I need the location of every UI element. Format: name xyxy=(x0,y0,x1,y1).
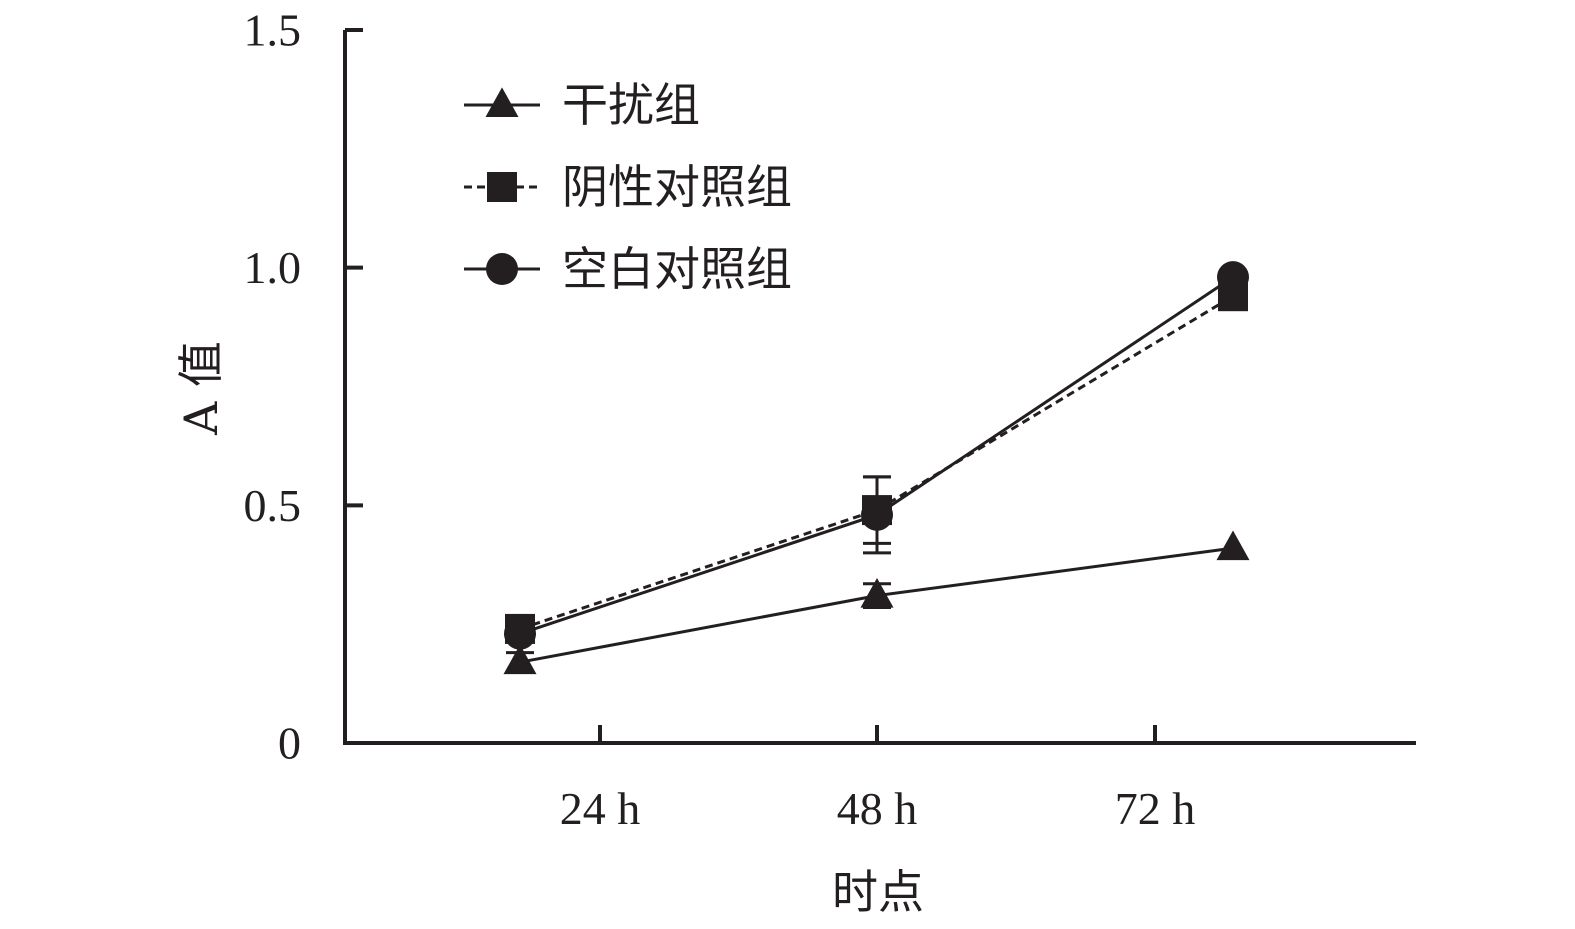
legend-item: 空白对照组 xyxy=(464,242,792,296)
legend-label: 干扰组 xyxy=(562,78,700,132)
x-axis-title: 时点 xyxy=(832,865,924,919)
legend-marker-triangle xyxy=(485,87,519,117)
y-axis-title: A 值 xyxy=(174,341,228,436)
data-point-triangle xyxy=(1216,530,1250,561)
legend-marker-square xyxy=(487,172,517,202)
series-triangle xyxy=(503,530,1250,675)
legend-item: 阴性对照组 xyxy=(464,160,792,214)
y-tick-label: 1.5 xyxy=(244,5,302,56)
x-ticks: 24 h 48 h 72 h xyxy=(560,725,1196,834)
plot-marks xyxy=(503,261,1250,675)
x-tick-label: 24 h xyxy=(560,783,641,834)
legend-label: 空白对照组 xyxy=(562,242,792,296)
series-circle xyxy=(504,261,1249,650)
y-tick-label: 1.0 xyxy=(244,242,302,293)
axes xyxy=(343,30,1416,745)
data-point-circle xyxy=(861,498,893,531)
x-tick-label: 72 h xyxy=(1115,783,1196,834)
series-line xyxy=(519,294,1234,631)
data-point-triangle xyxy=(860,577,894,608)
legend-marker-circle xyxy=(486,253,518,285)
legend-label: 阴性对照组 xyxy=(562,160,792,214)
x-tick-label: 48 h xyxy=(837,783,918,834)
data-point-triangle xyxy=(503,644,537,675)
y-tick-label: 0.5 xyxy=(244,480,302,531)
legend-item: 干扰组 xyxy=(464,78,700,132)
data-point-circle xyxy=(1217,261,1249,294)
y-tick-label: 0 xyxy=(278,718,301,769)
y-ticks: 0 0.5 1.0 1.5 xyxy=(244,5,363,769)
data-point-circle xyxy=(504,617,536,650)
